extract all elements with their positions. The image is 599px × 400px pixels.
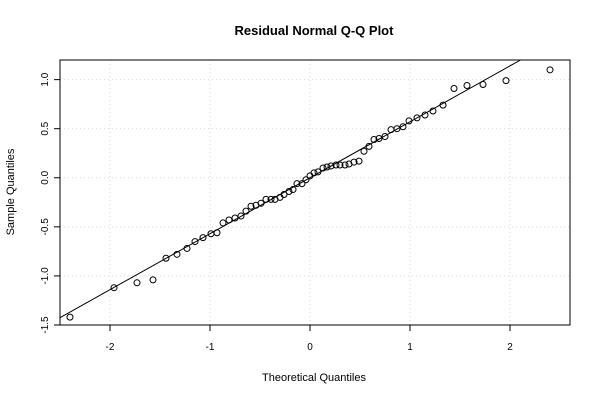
data-point <box>375 135 383 143</box>
chart-title: Residual Normal Q-Q Plot <box>235 23 395 38</box>
data-point <box>149 276 157 284</box>
data-point <box>262 195 270 203</box>
data-point <box>405 117 413 125</box>
data-point <box>231 214 239 222</box>
x-axis-label: Theoretical Quantiles <box>262 372 366 384</box>
data-point <box>332 161 340 169</box>
data-point <box>66 313 74 321</box>
data-point <box>323 163 331 171</box>
data-point <box>421 111 429 119</box>
data-point <box>393 125 401 133</box>
data-point <box>479 81 487 89</box>
data-point <box>247 202 255 210</box>
data-point <box>450 84 458 92</box>
y-tick-label: -0.5 <box>40 218 51 236</box>
x-tick-label: 2 <box>507 342 513 353</box>
data-point <box>225 216 233 224</box>
data-point <box>302 176 310 184</box>
y-tick-label: 1.0 <box>40 72 51 86</box>
data-point <box>242 207 250 215</box>
data-point <box>365 142 373 150</box>
data-point <box>360 147 368 155</box>
data-point <box>327 162 335 170</box>
data-point <box>110 284 118 292</box>
y-tick-label: -1.0 <box>40 267 51 285</box>
y-axis-label: Sample Quantiles <box>5 148 17 235</box>
x-tick-label: 1 <box>407 342 413 353</box>
data-point <box>298 180 306 188</box>
data-point <box>463 82 471 90</box>
data-point <box>276 193 284 201</box>
data-point <box>280 190 288 198</box>
data-point <box>162 254 170 262</box>
data-point <box>213 229 221 237</box>
data-point <box>191 238 199 246</box>
axis-ticks: -2 -1 0 1 2 -1.5 -1.0 -0.5 0.0 0.5 1.0 <box>40 72 513 353</box>
data-point <box>413 114 421 122</box>
data-point <box>546 66 554 74</box>
data-point <box>219 219 227 227</box>
data-point <box>173 250 181 258</box>
y-tick-label: 0.0 <box>40 170 51 184</box>
data-point <box>183 244 191 252</box>
data-point <box>293 180 301 188</box>
data-point <box>289 186 297 194</box>
data-point <box>341 161 349 169</box>
data-point <box>237 212 245 220</box>
y-tick-label: 0.5 <box>40 121 51 135</box>
points <box>66 66 554 321</box>
data-point <box>502 77 510 85</box>
data-point <box>399 123 407 131</box>
y-tick-label: -1.5 <box>40 316 51 334</box>
plot-frame <box>59 59 571 326</box>
data-point <box>199 234 207 242</box>
data-point <box>267 195 275 203</box>
data-point <box>355 157 363 165</box>
data-point <box>314 168 322 176</box>
data-point <box>350 158 358 166</box>
data-point <box>133 279 141 287</box>
data-point <box>257 199 265 207</box>
x-tick-label: -2 <box>106 342 115 353</box>
data-point <box>336 161 344 169</box>
data-point <box>439 101 447 109</box>
data-point <box>370 136 378 143</box>
x-tick-label: 0 <box>307 342 313 353</box>
data-point <box>429 107 437 115</box>
data-point <box>387 126 395 134</box>
data-point <box>319 164 327 172</box>
x-tick-label: -1 <box>206 342 215 353</box>
data-point <box>381 133 389 141</box>
data-point <box>285 188 293 196</box>
data-point <box>310 169 318 177</box>
